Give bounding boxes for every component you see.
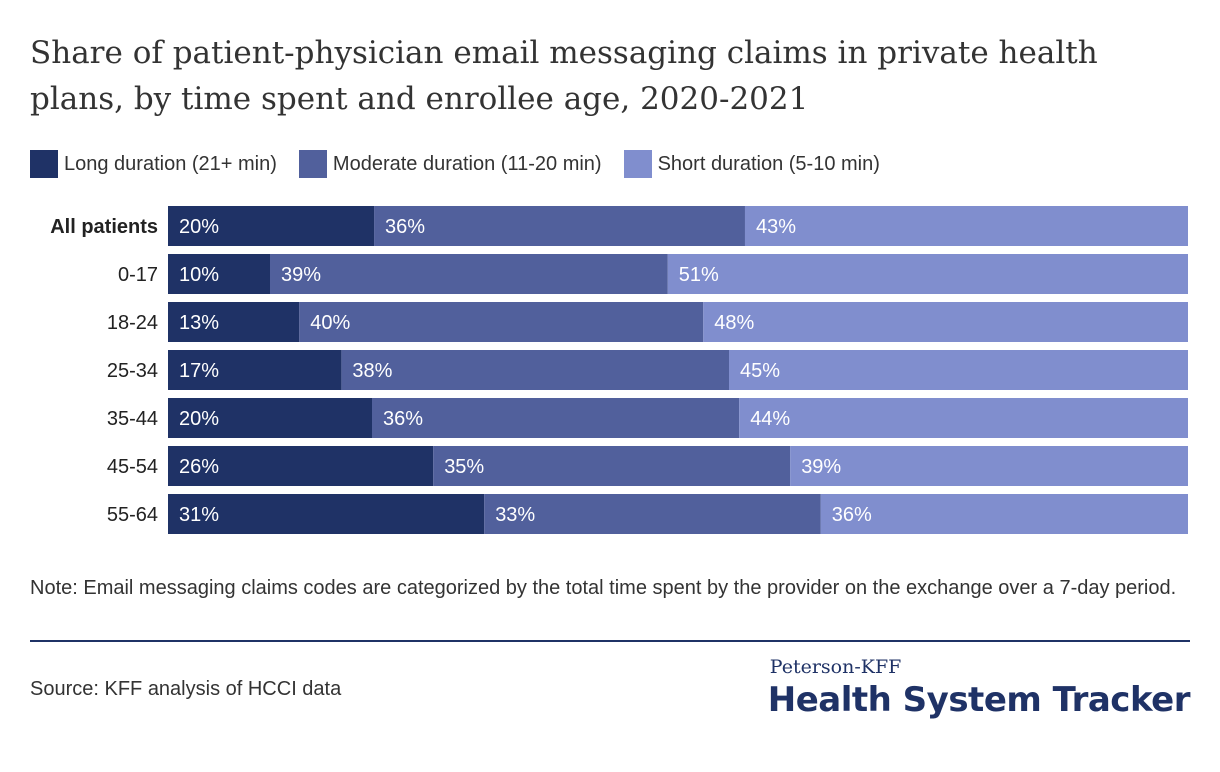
category-label: 45-54 bbox=[107, 456, 158, 478]
data-label: 44% bbox=[750, 408, 790, 430]
legend-label-short: Short duration (5-10 min) bbox=[657, 152, 880, 175]
legend-label-long: Long duration (21+ min) bbox=[64, 152, 277, 175]
bar-segment bbox=[168, 350, 342, 390]
bar-segment bbox=[739, 398, 1188, 438]
data-label: 35% bbox=[444, 456, 484, 478]
data-label: 39% bbox=[801, 456, 841, 478]
bar-segment bbox=[270, 254, 668, 294]
data-label: 31% bbox=[179, 504, 219, 526]
bar-segment bbox=[168, 398, 372, 438]
data-label: 36% bbox=[385, 216, 425, 238]
legend-item-moderate: Moderate duration (11-20 min) bbox=[298, 150, 602, 178]
data-label: 10% bbox=[179, 264, 219, 286]
legend-item-long: Long duration (21+ min) bbox=[30, 150, 277, 178]
category-label: 35-44 bbox=[107, 408, 158, 430]
bar-segment bbox=[703, 302, 1188, 342]
data-label: 13% bbox=[179, 312, 219, 334]
category-label: 18-24 bbox=[107, 312, 158, 334]
bar-segment bbox=[433, 446, 791, 486]
data-label: 36% bbox=[832, 504, 872, 526]
chart-source: Source: KFF analysis of HCCI data bbox=[30, 678, 342, 700]
legend: Long duration (21+ min) Moderate duratio… bbox=[30, 148, 902, 180]
legend-item-short: Short duration (5-10 min) bbox=[623, 150, 880, 178]
data-label: 45% bbox=[740, 360, 780, 382]
data-label: 39% bbox=[281, 264, 321, 286]
legend-swatch-long bbox=[30, 150, 58, 178]
data-label: 26% bbox=[179, 456, 219, 478]
bar-segment bbox=[667, 254, 1188, 294]
category-label: 25-34 bbox=[107, 360, 158, 382]
brand-main-text: Health System Tracker bbox=[767, 680, 1191, 720]
bar-segment bbox=[820, 494, 1188, 534]
legend-swatch-moderate bbox=[298, 150, 327, 178]
bar-segment bbox=[299, 302, 704, 342]
bar-segment bbox=[744, 206, 1188, 246]
bar-segment bbox=[168, 494, 485, 534]
chart-note: Note: Email messaging claims codes are c… bbox=[30, 577, 1177, 599]
bar-segment bbox=[374, 206, 745, 246]
data-label: 51% bbox=[679, 264, 719, 286]
legend-swatch-short bbox=[623, 150, 652, 178]
data-label: 20% bbox=[179, 216, 219, 238]
brand-top-text: Peterson-KFF bbox=[769, 656, 902, 678]
chart-title: Share of patient-physician email messagi… bbox=[30, 35, 1098, 117]
data-label: 38% bbox=[352, 360, 392, 382]
category-label: All patients bbox=[50, 216, 158, 238]
bar-segment bbox=[168, 446, 434, 486]
divider bbox=[30, 640, 1190, 642]
data-label: 33% bbox=[495, 504, 535, 526]
data-label: 48% bbox=[714, 312, 754, 334]
bar-segment bbox=[168, 206, 375, 246]
bar-segment bbox=[790, 446, 1188, 486]
data-label: 40% bbox=[310, 312, 350, 334]
bar-segment bbox=[168, 254, 270, 294]
stacked-bar-chart: All patients 20% 36% 43% 0-17 10% 39% 51% 18-24 1… bbox=[50, 206, 1188, 534]
category-label: 55-64 bbox=[107, 504, 158, 526]
bar-segment bbox=[729, 350, 1188, 390]
bar-segment bbox=[372, 398, 740, 438]
legend-label-moderate: Moderate duration (11-20 min) bbox=[332, 152, 602, 175]
data-label: 17% bbox=[179, 360, 219, 382]
brand-logo: Peterson-KFF Health System Tracker bbox=[767, 656, 1191, 720]
bar-segment bbox=[168, 302, 300, 342]
data-label: 20% bbox=[179, 408, 219, 430]
data-label: 36% bbox=[383, 408, 423, 430]
category-label: 0-17 bbox=[118, 264, 158, 286]
bar-segment bbox=[484, 494, 821, 534]
data-label: 43% bbox=[756, 216, 796, 238]
bar-segment bbox=[341, 350, 729, 390]
